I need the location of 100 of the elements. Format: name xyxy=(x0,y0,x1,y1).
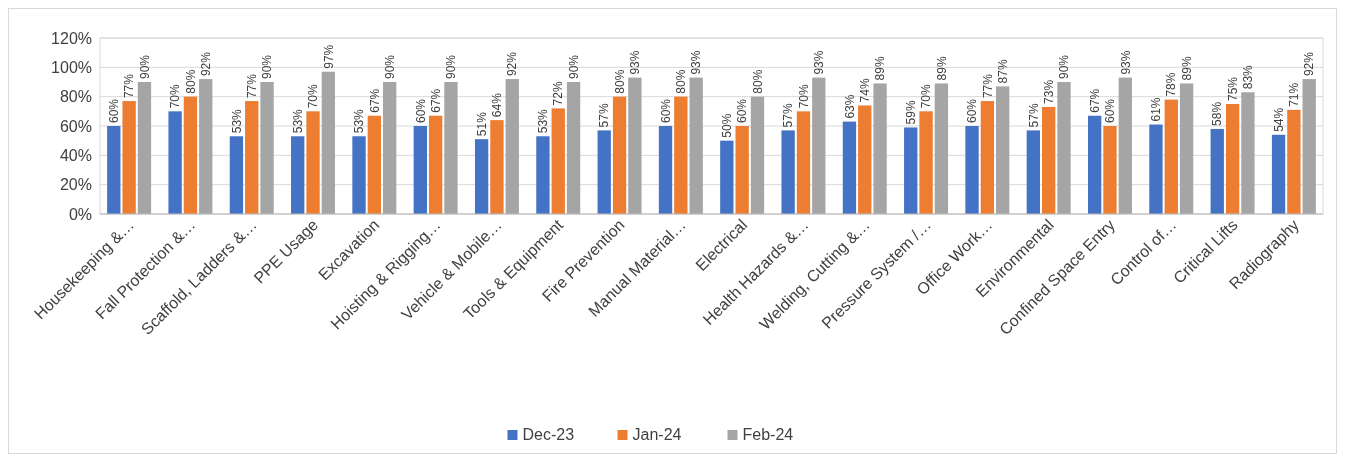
bar xyxy=(720,140,734,214)
bar xyxy=(965,126,979,214)
data-label: 80% xyxy=(674,69,689,94)
bar xyxy=(306,111,320,214)
bar xyxy=(291,136,305,214)
data-label: 93% xyxy=(811,50,826,75)
bar xyxy=(597,130,611,214)
bar xyxy=(1241,92,1255,214)
bar xyxy=(1042,106,1056,214)
data-label: 53% xyxy=(536,108,551,134)
bar xyxy=(842,121,857,214)
data-label: 60% xyxy=(658,98,673,123)
bar xyxy=(245,101,259,214)
bar xyxy=(1026,130,1041,214)
data-label: 97% xyxy=(321,44,336,69)
bar xyxy=(873,83,887,214)
bar xyxy=(321,71,336,214)
y-tick-label: 60% xyxy=(59,117,92,135)
bar xyxy=(352,136,366,214)
bar xyxy=(689,77,703,214)
bar xyxy=(1225,104,1240,214)
data-label: 92% xyxy=(505,51,520,77)
bar xyxy=(536,136,550,214)
data-label: 78% xyxy=(1164,72,1179,97)
data-label: 60% xyxy=(1103,98,1118,123)
data-label: 90% xyxy=(444,54,459,79)
bar xyxy=(107,126,121,214)
bar xyxy=(1103,126,1117,214)
data-label: 92% xyxy=(1302,51,1317,77)
bar xyxy=(1210,128,1224,214)
bar xyxy=(919,111,933,214)
bar xyxy=(904,127,918,214)
bar xyxy=(996,86,1010,214)
data-label: 59% xyxy=(903,100,918,125)
legend-label: Jan-24 xyxy=(632,426,682,443)
bar xyxy=(229,136,244,214)
bar xyxy=(444,82,458,214)
y-tick-label: 0% xyxy=(68,205,92,223)
data-label: 61% xyxy=(1149,97,1164,122)
data-label: 89% xyxy=(934,56,949,81)
y-tick-label: 20% xyxy=(59,176,92,194)
bar xyxy=(383,82,397,214)
bar xyxy=(628,77,642,214)
bar xyxy=(1302,79,1316,214)
data-label: 67% xyxy=(1087,88,1102,113)
bar xyxy=(674,96,688,214)
y-tick-label: 40% xyxy=(59,146,92,164)
bar xyxy=(1087,115,1102,214)
bar xyxy=(367,115,381,214)
data-label: 90% xyxy=(566,54,581,79)
bar xyxy=(199,79,213,214)
bar xyxy=(750,96,765,214)
data-label: 50% xyxy=(720,113,735,138)
bar xyxy=(168,111,182,214)
bar xyxy=(566,82,581,214)
data-label: 67% xyxy=(367,88,382,113)
data-label: 70% xyxy=(168,83,183,109)
data-label: 57% xyxy=(1026,103,1041,128)
data-label: 71% xyxy=(1287,82,1302,107)
data-label: 93% xyxy=(1118,50,1133,75)
data-label: 90% xyxy=(1057,54,1072,79)
bar xyxy=(1271,134,1286,214)
data-label: 64% xyxy=(490,92,505,118)
bar xyxy=(1118,77,1132,214)
data-label: 72% xyxy=(551,81,566,106)
data-label: 60% xyxy=(735,98,750,123)
bar xyxy=(735,126,749,214)
data-label: 60% xyxy=(965,98,980,123)
y-tick-label: 80% xyxy=(59,88,92,106)
data-label: 53% xyxy=(290,108,305,134)
bar xyxy=(428,115,443,214)
data-label: 70% xyxy=(796,83,811,109)
bar xyxy=(781,130,795,214)
bar xyxy=(1057,82,1071,214)
data-label: 77% xyxy=(122,73,137,99)
legend-label: Feb-24 xyxy=(742,426,794,443)
data-label: 87% xyxy=(995,59,1010,84)
data-label: 89% xyxy=(873,56,888,81)
data-label: 57% xyxy=(781,103,796,128)
data-label: 53% xyxy=(229,108,244,134)
data-label: 53% xyxy=(352,108,367,134)
data-label: 63% xyxy=(842,94,857,119)
y-tick-label: 120% xyxy=(51,29,92,47)
data-label: 77% xyxy=(980,73,995,99)
bar xyxy=(658,126,673,214)
bar xyxy=(137,82,152,214)
bar xyxy=(413,126,427,214)
data-label: 83% xyxy=(1241,64,1256,90)
data-label: 93% xyxy=(628,50,643,75)
data-label: 54% xyxy=(1271,107,1286,132)
bar xyxy=(122,101,136,214)
data-label: 92% xyxy=(198,51,213,77)
data-label: 90% xyxy=(260,54,275,79)
bar xyxy=(260,82,274,214)
bar xyxy=(934,83,949,214)
data-label: 90% xyxy=(137,54,152,79)
data-label: 89% xyxy=(1179,56,1194,81)
bar xyxy=(1149,124,1163,214)
bar xyxy=(474,139,489,214)
bar xyxy=(612,96,627,214)
